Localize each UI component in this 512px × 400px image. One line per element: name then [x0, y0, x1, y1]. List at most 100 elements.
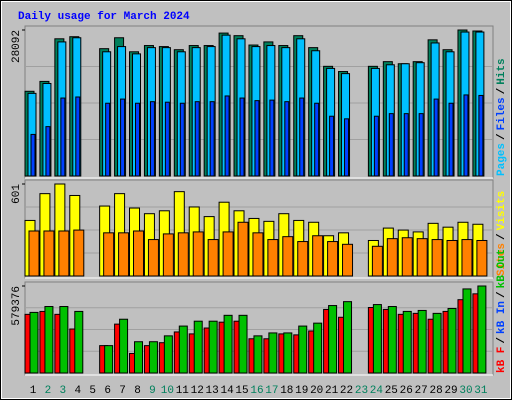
- bar: [149, 101, 155, 177]
- legend-entry: Hits: [496, 58, 508, 84]
- x-tick-label: 30: [459, 385, 472, 397]
- bar: [164, 101, 170, 177]
- bar: [416, 238, 428, 277]
- bar: [75, 96, 81, 177]
- x-tick-label: 14: [220, 385, 234, 397]
- bar: [283, 332, 293, 374]
- bar: [237, 221, 249, 277]
- x-tick-label: 20: [310, 385, 323, 397]
- bar: [104, 345, 114, 374]
- x-tick-label: 18: [280, 385, 293, 397]
- bar: [402, 310, 412, 374]
- bar: [193, 320, 203, 374]
- bar: [162, 233, 174, 277]
- bar: [223, 314, 233, 374]
- bar: [105, 102, 111, 177]
- bar: [253, 335, 263, 374]
- bar: [342, 243, 354, 277]
- legend-entry: Sites: [496, 243, 508, 276]
- bar: [60, 97, 66, 177]
- bar: [239, 97, 245, 177]
- bar: [431, 239, 443, 277]
- bar: [328, 305, 338, 374]
- x-tick-label: 13: [206, 385, 219, 397]
- bar: [163, 335, 173, 374]
- bar: [387, 306, 397, 374]
- bar: [462, 288, 472, 374]
- legend: Pages / Files / Hits: [496, 58, 508, 176]
- bar: [418, 113, 424, 177]
- bar: [403, 113, 409, 177]
- bar: [432, 312, 442, 374]
- x-tick-label: 15: [235, 385, 248, 397]
- bar: [386, 238, 398, 277]
- bar: [29, 311, 39, 374]
- bar: [477, 285, 487, 374]
- bar: [327, 241, 339, 277]
- x-tick-label: 24: [370, 385, 384, 397]
- bar: [344, 118, 350, 177]
- bar: [74, 310, 84, 374]
- x-tick-label: 26: [400, 385, 413, 397]
- bar: [148, 341, 158, 374]
- x-tick-label: 23: [355, 385, 368, 397]
- x-tick-label: 7: [119, 385, 126, 397]
- x-tick-label: 12: [191, 385, 204, 397]
- bar: [119, 318, 129, 374]
- bar: [28, 230, 40, 277]
- x-tick-label: 16: [250, 385, 263, 397]
- x-tick-label: 28: [430, 385, 443, 397]
- bar: [222, 231, 234, 277]
- bar: [373, 115, 379, 177]
- bar: [133, 230, 145, 277]
- bar: [207, 239, 219, 277]
- x-tick-label: 19: [295, 385, 308, 397]
- x-tick-label: 21: [325, 385, 339, 397]
- bar: [401, 237, 413, 277]
- x-tick-label: 9: [149, 385, 156, 397]
- x-tick-label: 3: [60, 385, 67, 397]
- x-tick-label: 5: [89, 385, 96, 397]
- bar: [252, 232, 264, 277]
- bar: [147, 239, 159, 277]
- bar: [59, 306, 69, 374]
- bar: [238, 314, 248, 374]
- bar: [268, 332, 278, 374]
- legend-separator: /: [496, 233, 508, 240]
- bar: [476, 239, 488, 277]
- bar: [30, 133, 36, 177]
- bar: [312, 235, 324, 277]
- bar: [269, 99, 275, 177]
- bar: [44, 306, 54, 374]
- bar: [313, 322, 323, 374]
- bar: [120, 98, 126, 177]
- legend-entry: Files: [496, 97, 508, 130]
- bar: [388, 113, 394, 177]
- bar: [282, 236, 294, 277]
- bar: [43, 230, 55, 277]
- bar: [447, 307, 457, 374]
- legend-entry: kB In: [496, 301, 508, 334]
- bar: [134, 341, 144, 374]
- bar: [463, 94, 469, 177]
- bar: [417, 309, 427, 374]
- legend-entry: Pages: [496, 143, 508, 176]
- x-tick-label: 2: [45, 385, 52, 397]
- x-tick-label: 11: [176, 385, 190, 397]
- x-tick-label: 22: [340, 385, 353, 397]
- bar: [448, 102, 454, 177]
- bar: [297, 241, 309, 277]
- bar: [208, 320, 218, 374]
- legend-separator: /: [496, 291, 508, 298]
- chart-title: Daily usage for March 2024: [18, 11, 190, 23]
- x-tick-label: 1: [30, 385, 37, 397]
- legend-separator: /: [496, 133, 508, 140]
- bar: [118, 232, 130, 277]
- bar: [461, 239, 473, 277]
- x-tick-label: 8: [134, 385, 141, 397]
- x-tick-label: 17: [265, 385, 278, 397]
- x-tick-label: 6: [104, 385, 111, 397]
